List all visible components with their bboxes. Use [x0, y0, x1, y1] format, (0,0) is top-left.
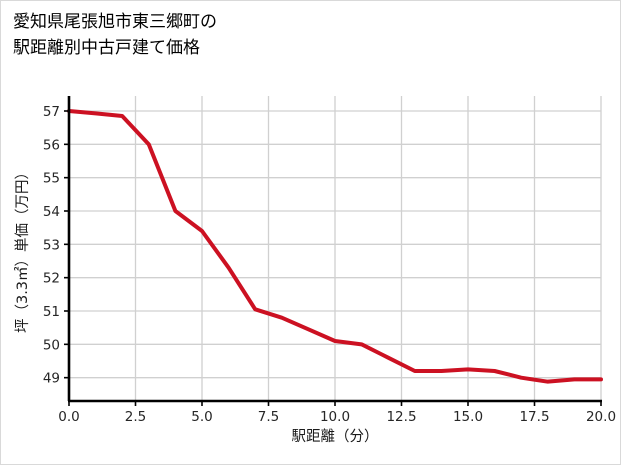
y-tick-label: 52: [43, 271, 60, 287]
x-tick-label: 17.5: [519, 409, 549, 425]
vertical-gridlines: [68, 96, 602, 401]
x-tick-label: 12.5: [386, 409, 416, 425]
y-tick-label: 53: [43, 237, 60, 253]
y-tick-label: 56: [43, 137, 60, 153]
x-tick-label: 10.0: [320, 409, 350, 425]
x-tick-label: 15.0: [453, 409, 483, 425]
x-tick-label: 20.0: [586, 409, 616, 425]
y-axis-ticks: 49 50 51 52 53 54 55 56 57: [43, 104, 69, 387]
x-tick-label: 5.0: [191, 409, 212, 425]
y-axis-title: 坪（3.3㎡）単価（万円）: [14, 165, 31, 333]
y-tick-label: 51: [43, 304, 60, 320]
chart-title: 愛知県尾張旭市東三郷町の 駅距離別中古戸建て価格: [13, 12, 217, 58]
y-tick-label: 57: [43, 104, 60, 120]
x-tick-label: 2.5: [125, 409, 146, 425]
x-tick-label: 7.5: [258, 409, 279, 425]
y-tick-label: 49: [43, 371, 60, 387]
x-tick-label: 0.0: [58, 409, 79, 425]
x-axis-title: 駅距離（分）: [292, 427, 379, 445]
x-axis-ticks: 0.0 2.5 5.0 7.5 10.0 12.5 15.0 17.5 20.0: [58, 401, 616, 425]
data-series-line: [67, 109, 603, 384]
y-tick-label: 55: [43, 171, 60, 187]
y-tick-label: 54: [43, 204, 60, 220]
y-tick-label: 50: [43, 337, 60, 353]
